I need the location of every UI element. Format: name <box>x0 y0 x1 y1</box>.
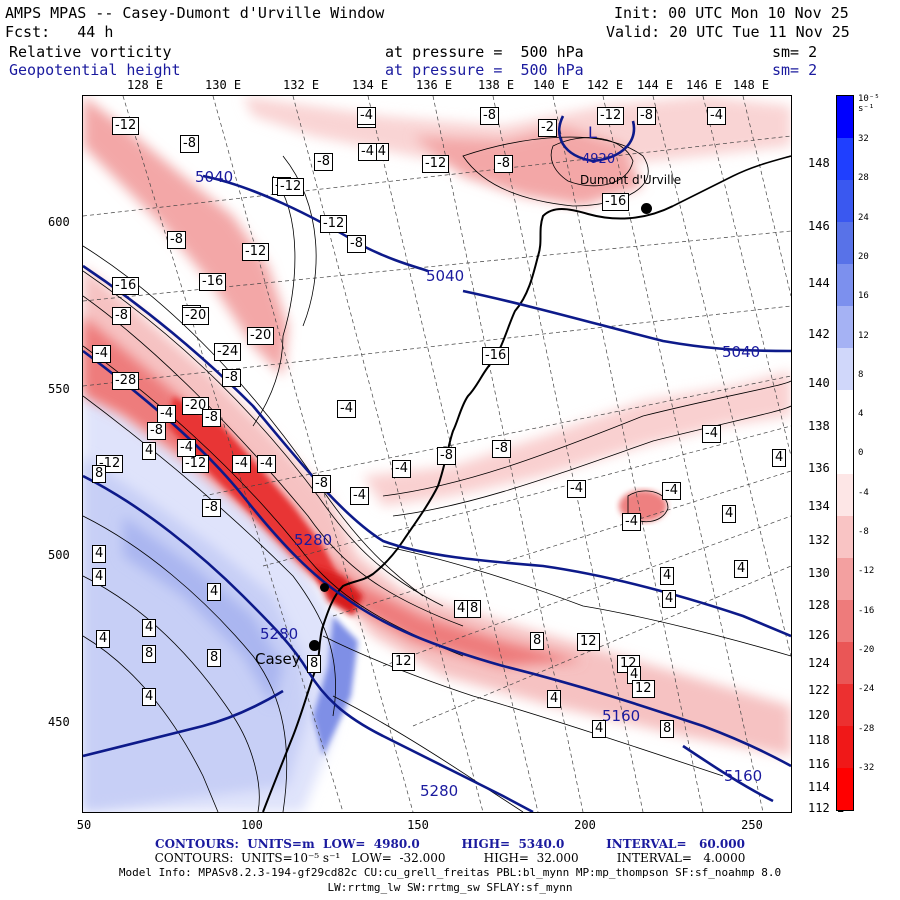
negative-vorticity-band-main <box>83 266 791 756</box>
field1-name: Relative vorticity <box>9 43 172 61</box>
colorbar-label: 8 <box>858 370 864 380</box>
colorbar-segment <box>837 474 853 516</box>
top-lon-label: 148 E <box>733 78 770 92</box>
negative-vorticity-blob <box>619 490 667 522</box>
colorbar-label: -32 <box>858 763 875 773</box>
colorbar-label: -16 <box>858 606 875 616</box>
top-lon-label: 128 E <box>127 78 164 92</box>
y-tick-label: 500 <box>48 548 70 562</box>
top-lon-label: 132 E <box>283 78 320 92</box>
right-lon-label: 118 E <box>808 733 845 747</box>
right-lon-label: 116 E <box>808 757 845 771</box>
colorbar-label: 28 <box>858 173 869 183</box>
colorbar-label: -4 <box>858 488 869 498</box>
right-lon-label: 112 E <box>808 801 845 815</box>
map-canvas <box>83 96 791 812</box>
footer-vorticity-contours: CONTOURS: UNITS=10⁻⁵ s⁻¹ LOW= -32.000 HI… <box>154 851 746 865</box>
negative-vorticity-max <box>168 396 338 586</box>
right-lon-label: 132 E <box>808 533 845 547</box>
top-lon-label: 130 E <box>205 78 242 92</box>
colorbar-label: 12 <box>858 331 869 341</box>
colorbar-segment <box>837 558 853 600</box>
top-lon-label: 138 E <box>478 78 515 92</box>
footer-height-contours: CONTOURS: UNITS=m LOW= 4980.0 HIGH= 5340… <box>155 837 745 851</box>
colorbar-segment <box>837 348 853 390</box>
colorbar-label: -24 <box>858 684 875 694</box>
footer-model-info: Model Info: MPASv8.2.3-194-gf29cd82c CU:… <box>118 866 782 879</box>
field1-smoothing: sm= 2 <box>772 43 818 61</box>
colorbar-segment <box>837 306 853 348</box>
colorbar-segment <box>837 390 853 432</box>
negative-vorticity-mid-band <box>363 371 791 506</box>
top-lon-label: 134 E <box>352 78 389 92</box>
right-lon-label: 140 E <box>808 376 845 390</box>
colorbar-segment <box>837 516 853 558</box>
coastline-east <box>672 155 791 207</box>
negative-vorticity-top-core <box>413 126 643 206</box>
forecast-hour: Fcst: 44 h <box>5 23 114 41</box>
right-lon-label: 126 E <box>808 628 845 642</box>
colorbar-label: 24 <box>858 213 869 223</box>
top-lon-label: 144 E <box>637 78 674 92</box>
colorbar-segment <box>837 96 853 138</box>
top-lon-label: 136 E <box>416 78 453 92</box>
valid-time: Valid: 20 UTC Tue 11 Nov 25 <box>606 23 850 41</box>
colorbar <box>836 95 854 811</box>
right-lon-label: 130 E <box>808 566 845 580</box>
right-lon-label: 124 E <box>808 656 845 670</box>
colorbar-segment <box>837 684 853 726</box>
colorbar-segment <box>837 768 853 810</box>
colorbar-label: 32 <box>858 134 869 144</box>
right-lon-label: 148 E <box>808 156 845 170</box>
field2-level: at pressure = 500 hPa <box>385 61 584 79</box>
top-lon-label: 140 E <box>533 78 570 92</box>
right-lon-label: 136 E <box>808 461 845 475</box>
field2-name: Geopotential height <box>9 61 181 79</box>
x-tick-label: 100 <box>241 818 263 832</box>
colorbar-label: 20 <box>858 252 869 262</box>
right-lon-label: 114 E <box>808 780 845 794</box>
right-lon-label: 128 E <box>808 598 845 612</box>
colorbar-segment <box>837 264 853 306</box>
colorbar-segment <box>837 642 853 684</box>
right-lon-label: 134 E <box>808 499 845 513</box>
colorbar-label: 0 <box>858 448 864 458</box>
colorbar-unit: 10⁻⁵ s⁻¹ <box>858 94 880 114</box>
colorbar-label: 16 <box>858 291 869 301</box>
footer-physics-info: LW:rrtmg_lw SW:rrtmg_sw SFLAY:sf_mynn <box>327 881 573 894</box>
right-lon-label: 144 E <box>808 276 845 290</box>
colorbar-label: -12 <box>858 566 875 576</box>
x-tick-label: 150 <box>407 818 429 832</box>
colorbar-label: 4 <box>858 409 864 419</box>
colorbar-label: -8 <box>858 527 869 537</box>
right-lon-label: 146 E <box>808 219 845 233</box>
colorbar-segment <box>837 222 853 264</box>
colorbar-segment <box>837 726 853 768</box>
top-lon-label: 142 E <box>587 78 624 92</box>
colorbar-label: -28 <box>858 724 875 734</box>
right-lon-label: 122 E <box>808 683 845 697</box>
colorbar-segment <box>837 180 853 222</box>
positive-vorticity-strong <box>123 516 283 706</box>
y-tick-label: 450 <box>48 715 70 729</box>
right-lon-label: 138 E <box>808 419 845 433</box>
right-lon-label: 120 E <box>808 708 845 722</box>
colorbar-segment <box>837 600 853 642</box>
colorbar-label: -20 <box>858 645 875 655</box>
field2-smoothing: sm= 2 <box>772 61 818 79</box>
field1-level: at pressure = 500 hPa <box>385 43 584 61</box>
map-panel <box>82 95 792 813</box>
right-lon-label: 142 E <box>808 327 845 341</box>
y-tick-label: 550 <box>48 382 70 396</box>
colorbar-segment <box>837 432 853 474</box>
colorbar-segment <box>837 138 853 180</box>
plot-title: AMPS MPAS -- Casey-Dumont d'Urville Wind… <box>5 4 385 22</box>
init-time: Init: 00 UTC Mon 10 Nov 25 <box>614 4 849 22</box>
top-lon-label: 146 E <box>686 78 723 92</box>
y-tick-label: 600 <box>48 215 70 229</box>
x-tick-label: 200 <box>574 818 596 832</box>
x-tick-label: 50 <box>76 818 92 832</box>
x-tick-label: 250 <box>741 818 763 832</box>
